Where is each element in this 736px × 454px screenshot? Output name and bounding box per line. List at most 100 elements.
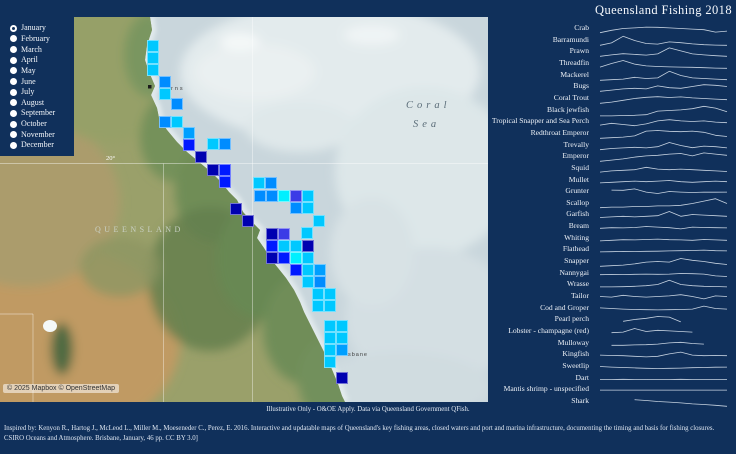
radio-icon[interactable] xyxy=(10,88,17,96)
catch-grid-cell[interactable] xyxy=(147,52,159,64)
catch-grid-cell[interactable] xyxy=(266,190,278,202)
catch-grid-cell[interactable] xyxy=(302,190,314,202)
radio-icon[interactable] xyxy=(10,109,17,117)
month-option-june[interactable]: June xyxy=(10,76,74,87)
catch-grid-cell[interactable] xyxy=(159,88,171,100)
species-label[interactable]: Whiting xyxy=(564,232,589,242)
species-label[interactable]: Lobster - champagne (red) xyxy=(508,326,589,336)
catch-grid-cell[interactable] xyxy=(324,356,336,368)
month-option-december[interactable]: December xyxy=(10,140,74,151)
catch-grid-cell[interactable] xyxy=(183,139,195,151)
species-label[interactable]: Mackerel xyxy=(560,69,589,79)
catch-grid-cell[interactable] xyxy=(278,190,290,202)
catch-grid-cell[interactable] xyxy=(219,164,231,176)
catch-grid-cell[interactable] xyxy=(301,227,313,239)
catch-grid-cell[interactable] xyxy=(290,202,302,214)
species-label[interactable]: Barramundi xyxy=(552,34,589,44)
species-label[interactable]: Black jewfish xyxy=(547,104,589,114)
species-label[interactable]: Grunter xyxy=(565,186,589,196)
species-label[interactable]: Mulloway xyxy=(557,337,589,347)
species-label[interactable]: Dart xyxy=(575,372,590,382)
species-label[interactable]: Shark xyxy=(571,395,589,405)
month-option-october[interactable]: October xyxy=(10,119,74,130)
month-option-november[interactable]: November xyxy=(10,129,74,140)
species-label[interactable]: Scallop xyxy=(566,197,589,207)
catch-grid-cell[interactable] xyxy=(254,190,266,202)
species-label[interactable]: Mullet xyxy=(568,174,589,184)
species-label[interactable]: Mantis shrimp - unspecified xyxy=(503,384,589,394)
species-label[interactable]: Squid xyxy=(571,162,589,172)
catch-grid-cell[interactable] xyxy=(314,276,326,288)
species-label[interactable]: Wrasse xyxy=(566,279,589,289)
catch-grid-cell[interactable] xyxy=(278,240,290,252)
catch-grid-cell[interactable] xyxy=(159,76,171,88)
radio-icon[interactable] xyxy=(10,35,17,43)
species-label[interactable]: Threadfin xyxy=(559,57,589,67)
month-option-march[interactable]: March xyxy=(10,44,74,55)
catch-grid-cell[interactable] xyxy=(242,215,254,227)
species-label[interactable]: Redthroat Emperor xyxy=(530,127,589,137)
month-option-january[interactable]: January xyxy=(10,23,74,34)
catch-grid-cell[interactable] xyxy=(266,240,278,252)
catch-grid-cell[interactable] xyxy=(314,264,326,276)
catch-grid-cell[interactable] xyxy=(290,252,302,264)
mapbox-attribution[interactable]: © 2025 Mapbox © OpenStreetMap xyxy=(3,384,119,393)
catch-grid-cell[interactable] xyxy=(313,215,325,227)
month-option-august[interactable]: August xyxy=(10,97,74,108)
species-label[interactable]: Sweetlip xyxy=(562,360,589,370)
catch-grid-cell[interactable] xyxy=(302,276,314,288)
catch-grid-cell[interactable] xyxy=(302,240,314,252)
species-label[interactable]: Cod and Groper xyxy=(540,302,589,312)
radio-icon[interactable] xyxy=(10,67,17,75)
catch-grid-cell[interactable] xyxy=(312,288,324,300)
species-label[interactable]: Snapper xyxy=(564,256,589,266)
catch-grid-cell[interactable] xyxy=(171,116,183,128)
species-label[interactable]: Emperor xyxy=(562,151,589,161)
catch-grid-cell[interactable] xyxy=(324,300,336,312)
catch-grid-cell[interactable] xyxy=(183,127,195,139)
catch-grid-cell[interactable] xyxy=(278,252,290,264)
species-label[interactable]: Pearl perch xyxy=(554,314,589,324)
species-label[interactable]: Bream xyxy=(568,221,589,231)
month-option-february[interactable]: February xyxy=(10,34,74,45)
month-option-april[interactable]: April xyxy=(10,55,74,66)
radio-icon[interactable] xyxy=(10,56,17,64)
month-option-july[interactable]: July xyxy=(10,87,74,98)
catch-grid-cell[interactable] xyxy=(336,344,348,356)
species-label[interactable]: Tropical Snapper and Sea Perch xyxy=(491,116,589,126)
catch-grid-cell[interactable] xyxy=(219,138,231,150)
species-label[interactable]: Kingfish xyxy=(562,349,589,359)
species-label[interactable]: Nannygai xyxy=(559,267,589,277)
catch-grid-cell[interactable] xyxy=(159,116,171,128)
catch-grid-cell[interactable] xyxy=(290,190,302,202)
radio-icon[interactable] xyxy=(10,24,17,32)
month-option-may[interactable]: May xyxy=(10,66,74,77)
catch-grid-cell[interactable] xyxy=(336,332,348,344)
catch-grid-cell[interactable] xyxy=(266,252,278,264)
catch-grid-cell[interactable] xyxy=(147,40,159,52)
catch-grid-cell[interactable] xyxy=(265,177,277,189)
radio-icon[interactable] xyxy=(10,78,17,86)
catch-grid-cell[interactable] xyxy=(171,98,183,110)
catch-grid-cell[interactable] xyxy=(324,332,336,344)
catch-grid-cell[interactable] xyxy=(147,64,159,76)
catch-grid-cell[interactable] xyxy=(230,203,242,215)
catch-grid-cell[interactable] xyxy=(219,176,231,188)
catch-grid-cell[interactable] xyxy=(312,300,324,312)
radio-icon[interactable] xyxy=(10,99,17,107)
catch-grid-cell[interactable] xyxy=(195,151,207,163)
species-label[interactable]: Garfish xyxy=(566,209,589,219)
radio-icon[interactable] xyxy=(10,46,17,54)
queensland-map[interactable]: 20° QUEENSLAND Coral Sea rns sbane © 202… xyxy=(0,17,488,402)
species-label[interactable]: Trevally xyxy=(563,139,589,149)
catch-grid-cell[interactable] xyxy=(253,177,265,189)
radio-icon[interactable] xyxy=(10,131,17,139)
catch-grid-cell[interactable] xyxy=(266,228,278,240)
catch-grid-cell[interactable] xyxy=(302,202,314,214)
radio-icon[interactable] xyxy=(10,141,17,149)
catch-grid-cell[interactable] xyxy=(278,228,290,240)
catch-grid-cell[interactable] xyxy=(290,240,302,252)
species-label[interactable]: Crab xyxy=(574,23,589,32)
species-label[interactable]: Bugs xyxy=(573,81,589,91)
catch-grid-cell[interactable] xyxy=(290,264,302,276)
